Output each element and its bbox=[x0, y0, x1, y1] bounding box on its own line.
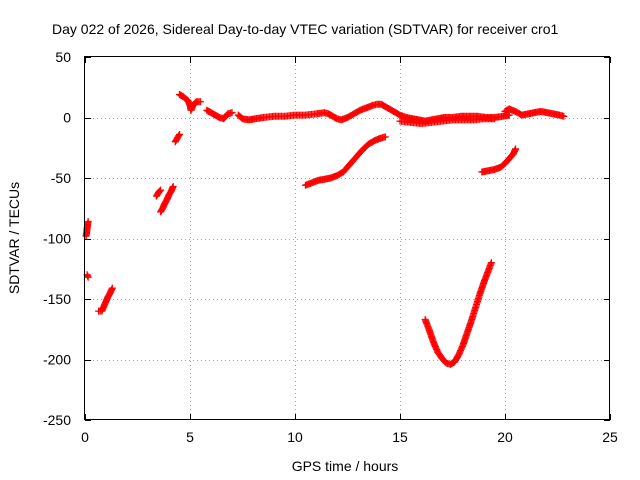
data-segment-arc-d bbox=[171, 130, 183, 146]
tick-layer: 0 5 10 15 20 25 -250 -200 -150 -100 -50 0 50 bbox=[43, 49, 618, 445]
data-segment-arc-g2 bbox=[396, 115, 498, 128]
y-tick-label: 0 bbox=[63, 110, 71, 126]
data-point bbox=[487, 259, 495, 267]
data-marks bbox=[82, 91, 568, 368]
data-segment-arc-b bbox=[95, 284, 116, 315]
x-tick-label: 0 bbox=[81, 429, 89, 445]
data-point bbox=[197, 98, 204, 106]
data-segment-arc-e bbox=[176, 91, 204, 114]
x-tick-label: 10 bbox=[287, 429, 303, 445]
data-segment-arc-j bbox=[478, 145, 519, 176]
data-point bbox=[512, 145, 519, 153]
chart-title: Day 022 of 2026, Sidereal Day-to-day VTE… bbox=[52, 21, 558, 37]
x-tick-label: 5 bbox=[186, 429, 194, 445]
data-segment-arc-c1 bbox=[152, 186, 165, 200]
y-tick-label: -50 bbox=[51, 170, 71, 186]
plot-frame bbox=[84, 56, 610, 420]
data-point bbox=[175, 132, 183, 140]
y-tick-label: 50 bbox=[55, 49, 71, 65]
y-tick-label: -250 bbox=[43, 412, 71, 428]
data-segment-arc-f bbox=[203, 106, 236, 123]
y-tick-label: -200 bbox=[43, 352, 71, 368]
data-segment-arc-h bbox=[501, 105, 568, 120]
data-point bbox=[169, 182, 177, 190]
data-point bbox=[84, 273, 92, 281]
data-point bbox=[108, 284, 116, 292]
y-tick-label: -100 bbox=[43, 231, 71, 247]
data-point bbox=[176, 130, 183, 138]
data-point bbox=[491, 115, 498, 123]
x-axis-label: GPS time / hours bbox=[292, 458, 399, 474]
data-segment-arc-i bbox=[302, 133, 389, 189]
data-point bbox=[228, 109, 236, 117]
data-segment-arc-a1 bbox=[82, 218, 92, 240]
data-segment-arc-c2 bbox=[157, 182, 177, 216]
data-point bbox=[381, 133, 389, 141]
x-tick-label: 20 bbox=[497, 429, 513, 445]
data-point bbox=[84, 218, 92, 226]
y-tick-label: -150 bbox=[43, 291, 71, 307]
data-point bbox=[155, 188, 163, 196]
data-point bbox=[156, 187, 164, 195]
data-point bbox=[157, 186, 165, 194]
x-tick-label: 25 bbox=[602, 429, 618, 445]
data-segment-arc-k bbox=[421, 259, 495, 368]
x-tick-label: 15 bbox=[392, 429, 408, 445]
data-point bbox=[560, 112, 568, 120]
y-axis-label: SDTVAR / TECUs bbox=[6, 182, 22, 294]
data-point bbox=[505, 111, 513, 119]
